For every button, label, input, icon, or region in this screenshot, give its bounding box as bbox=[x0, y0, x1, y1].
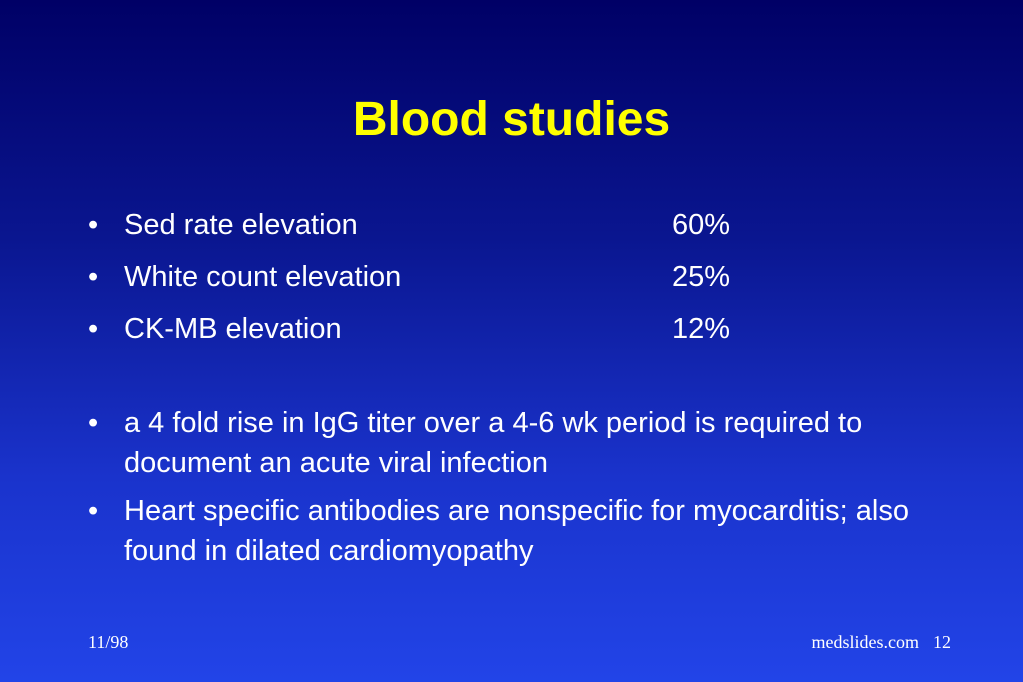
stat-value: 12% bbox=[672, 313, 731, 345]
stat-label: CK-MB elevation bbox=[124, 313, 342, 345]
bullet-icon: • bbox=[88, 313, 99, 345]
note-text: Heart specific antibodies are nonspecifi… bbox=[124, 495, 909, 567]
slide-title: Blood studies bbox=[352, 93, 671, 146]
footer-page-number: 12 bbox=[933, 632, 951, 652]
stat-value: 25% bbox=[672, 261, 731, 293]
stat-label: Sed rate elevation bbox=[124, 209, 358, 241]
footer-date: 11/98 bbox=[88, 632, 129, 652]
bullet-icon: • bbox=[88, 261, 99, 293]
note-item-heart-antibodies: • Heart specific antibodies are nonspeci… bbox=[88, 491, 968, 571]
note-item-igg-titer: • a 4 fold rise in IgG titer over a 4-6 … bbox=[88, 403, 968, 483]
list-spacer bbox=[88, 359, 968, 403]
bullet-icon: • bbox=[88, 209, 99, 241]
bullet-list: • Sed rate elevation 60% • White count el… bbox=[88, 203, 968, 579]
footer-source-page: medslides.com 12 bbox=[812, 632, 951, 653]
stat-value: 60% bbox=[672, 209, 731, 241]
bullet-icon: • bbox=[88, 495, 99, 527]
bullet-icon: • bbox=[88, 407, 99, 439]
stat-item-white-count: • White count elevation 25% bbox=[88, 255, 968, 307]
stat-item-ck-mb: • CK-MB elevation 12% bbox=[88, 307, 968, 359]
note-text: a 4 fold rise in IgG titer over a 4-6 wk… bbox=[124, 407, 863, 479]
stat-label: White count elevation bbox=[124, 261, 402, 293]
footer-source: medslides.com bbox=[811, 632, 919, 652]
stat-item-sed-rate: • Sed rate elevation 60% bbox=[88, 203, 968, 255]
